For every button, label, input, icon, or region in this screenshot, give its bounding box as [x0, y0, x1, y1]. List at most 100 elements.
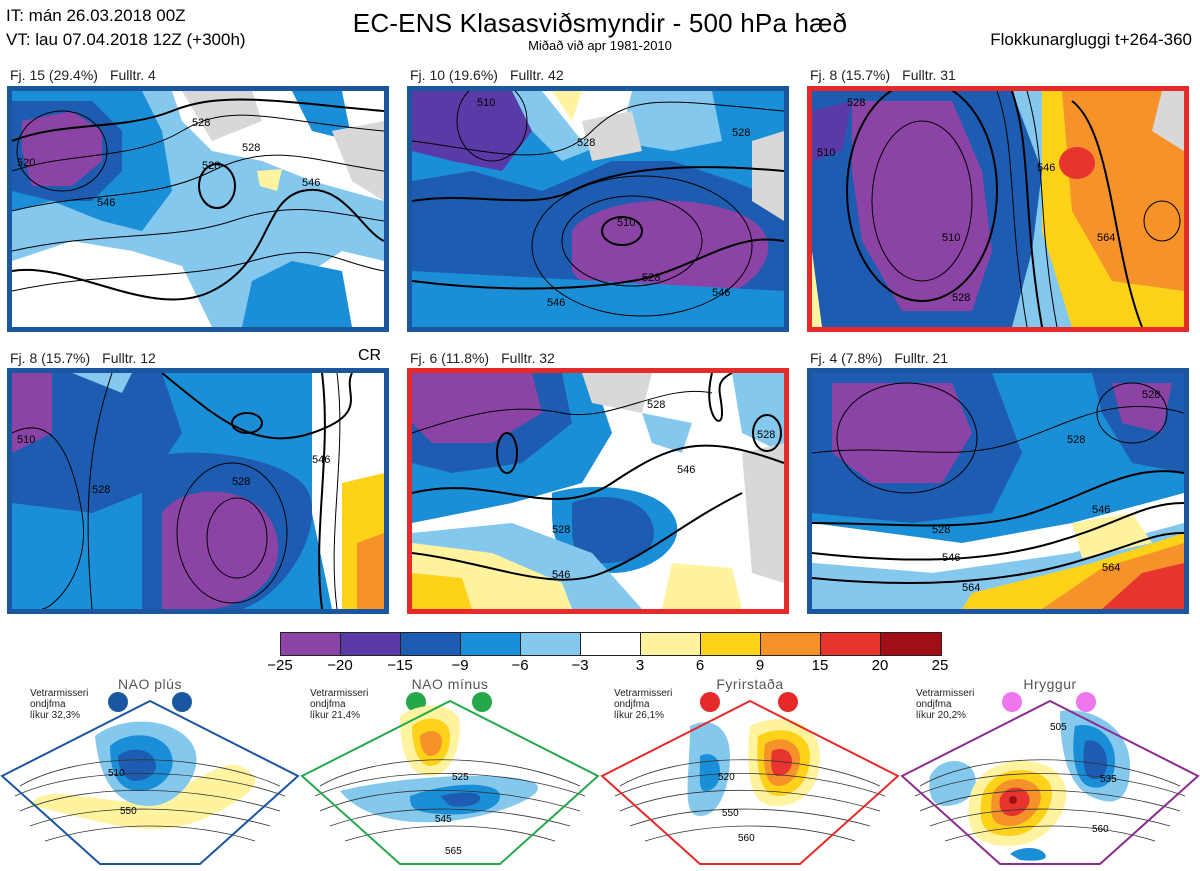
regime-dot	[1002, 692, 1022, 712]
colorbar-swatch	[881, 633, 941, 655]
cluster-window: Flokkunargluggi t+264-360	[990, 30, 1192, 49]
regime-stats: Vetrarmisseri ondjfma líkur 20,2%	[916, 688, 975, 721]
regime-dot	[700, 692, 720, 712]
svg-text:510: 510	[817, 147, 835, 159]
regime-map: 520 550 560	[600, 699, 900, 865]
cluster-label-5: Fj. 6 (11.8%) Fulltr. 32	[410, 350, 555, 366]
svg-text:535: 535	[1100, 774, 1117, 785]
svg-text:546: 546	[942, 552, 960, 564]
colorbar-tick: 25	[931, 657, 949, 674]
svg-text:528: 528	[1067, 434, 1085, 446]
colorbar-tick: −25	[267, 657, 293, 674]
regime-dot	[108, 692, 128, 712]
svg-text:510: 510	[942, 232, 960, 244]
svg-text:520: 520	[17, 157, 35, 169]
cluster-label-4: Fj. 8 (15.7%) Fulltr. 12	[10, 350, 156, 366]
colorbar-swatch	[281, 633, 341, 655]
cluster-map-4[interactable]: 510 528 528 546	[7, 368, 389, 614]
cluster-map-3[interactable]: 528 510 546 510 564 528	[807, 86, 1189, 332]
svg-text:528: 528	[847, 97, 865, 109]
colorbar-tick: −9	[451, 657, 469, 674]
svg-text:528: 528	[732, 127, 750, 139]
svg-text:505: 505	[1050, 722, 1067, 733]
regime-dot	[172, 692, 192, 712]
regime-ridge[interactable]: Hryggur Vetrarmisseri ondjfma líkur 20,2% …	[900, 676, 1200, 871]
regime-dot	[472, 692, 492, 712]
svg-text:528: 528	[642, 272, 660, 284]
map-graphic: 528 510 546 510 564 528	[812, 91, 1184, 327]
svg-text:528: 528	[552, 524, 570, 536]
svg-text:528: 528	[1142, 389, 1160, 401]
colorbar-tick: −15	[387, 657, 413, 674]
colorbar-tick: 20	[871, 657, 889, 674]
regime-name: Hryggur	[1023, 676, 1077, 692]
map-graphic: 510 528 528 546	[12, 373, 384, 609]
svg-text:560: 560	[1092, 824, 1109, 835]
cluster-map-2[interactable]: 510 528 528 510 528 546 546	[407, 86, 789, 332]
cluster-label-3: Fj. 8 (15.7%) Fulltr. 31	[810, 67, 956, 83]
colorbar-tick: 6	[695, 657, 705, 674]
colorbar-swatch	[581, 633, 641, 655]
regime-stats: Vetrarmisseri ondjfma líkur 26,1%	[614, 688, 673, 721]
svg-text:546: 546	[1037, 162, 1055, 174]
cr-label: CR	[358, 347, 382, 364]
cluster-label-2: Fj. 10 (19.6%) Fulltr. 42	[410, 67, 564, 83]
svg-text:528: 528	[192, 117, 210, 129]
svg-text:510: 510	[108, 768, 125, 779]
colorbar-tick: −6	[511, 657, 529, 674]
cluster-map-5[interactable]: 528 528 546 528 546	[407, 368, 789, 614]
colorbar-tick: −20	[327, 657, 353, 674]
regime-blocking[interactable]: Fyrirstaða Vetrarmisseri ondjfma líkur 26,…	[600, 676, 900, 871]
svg-text:546: 546	[1092, 504, 1110, 516]
regime-dot	[1076, 692, 1096, 712]
svg-text:546: 546	[547, 297, 565, 309]
regime-stats: Vetrarmisseri ondjfma líkur 32,3%	[30, 688, 89, 721]
colorbar-tick: 3	[635, 657, 645, 674]
colorbar-swatch	[401, 633, 461, 655]
cluster-label-1: Fj. 15 (29.4%) Fulltr. 4	[10, 67, 156, 83]
svg-text:528: 528	[932, 524, 950, 536]
svg-text:546: 546	[312, 454, 330, 466]
regime-nao-plus[interactable]: NAO plús Vetrarmisseri ondjfma líkur 32,3%…	[0, 676, 300, 871]
colorbar-tick: −3	[571, 657, 589, 674]
colorbar-swatch	[521, 633, 581, 655]
regime-map: 505 535 560	[900, 699, 1200, 865]
svg-text:528: 528	[202, 160, 220, 172]
svg-text:510: 510	[477, 97, 495, 109]
map-graphic: 528 528 528 546 520 546	[12, 91, 384, 327]
header-info: IT: mán 26.03.2018 00Z VT: lau 07.04.201…	[6, 4, 246, 52]
regime-dot	[778, 692, 798, 712]
colorbar-swatch	[701, 633, 761, 655]
svg-text:528: 528	[577, 137, 595, 149]
colorbar-swatch	[821, 633, 881, 655]
colorbar-swatch	[761, 633, 821, 655]
cluster-map-1[interactable]: 528 528 528 546 520 546	[7, 86, 389, 332]
colorbar-tick: 15	[811, 657, 829, 674]
svg-text:560: 560	[738, 833, 755, 844]
regime-name: Fyrirstaða	[716, 676, 784, 692]
regime-nao-minus[interactable]: NAO mínus Vetrarmisseri ondjfma líkur 21,4…	[300, 676, 600, 871]
svg-text:528: 528	[757, 429, 775, 441]
svg-text:528: 528	[92, 484, 110, 496]
svg-text:546: 546	[302, 177, 320, 189]
svg-text:546: 546	[677, 464, 695, 476]
svg-text:510: 510	[17, 434, 35, 446]
svg-text:528: 528	[647, 399, 665, 411]
svg-text:545: 545	[435, 814, 452, 825]
colorbar-swatch	[461, 633, 521, 655]
regime-map: 510 550	[0, 699, 300, 865]
cluster-map-6[interactable]: 528 528 546 528 546 564 564	[807, 368, 1189, 614]
svg-text:528: 528	[232, 476, 250, 488]
initial-time: IT: mán 26.03.2018 00Z	[6, 6, 186, 25]
svg-text:550: 550	[120, 806, 137, 817]
regime-name: NAO mínus	[411, 676, 489, 692]
page-subtitle: Miðað við apr 1981-2010	[528, 38, 672, 53]
regime-name: NAO plús	[118, 676, 182, 692]
cluster-label-6: Fj. 4 (7.8%) Fulltr. 21	[810, 350, 949, 366]
svg-text:546: 546	[97, 197, 115, 209]
svg-text:550: 550	[722, 808, 739, 819]
colorbar-swatch	[341, 633, 401, 655]
regime-map: 525 545 565	[300, 699, 600, 865]
valid-time: VT: lau 07.04.2018 12Z (+300h)	[6, 30, 246, 49]
svg-text:528: 528	[242, 142, 260, 154]
